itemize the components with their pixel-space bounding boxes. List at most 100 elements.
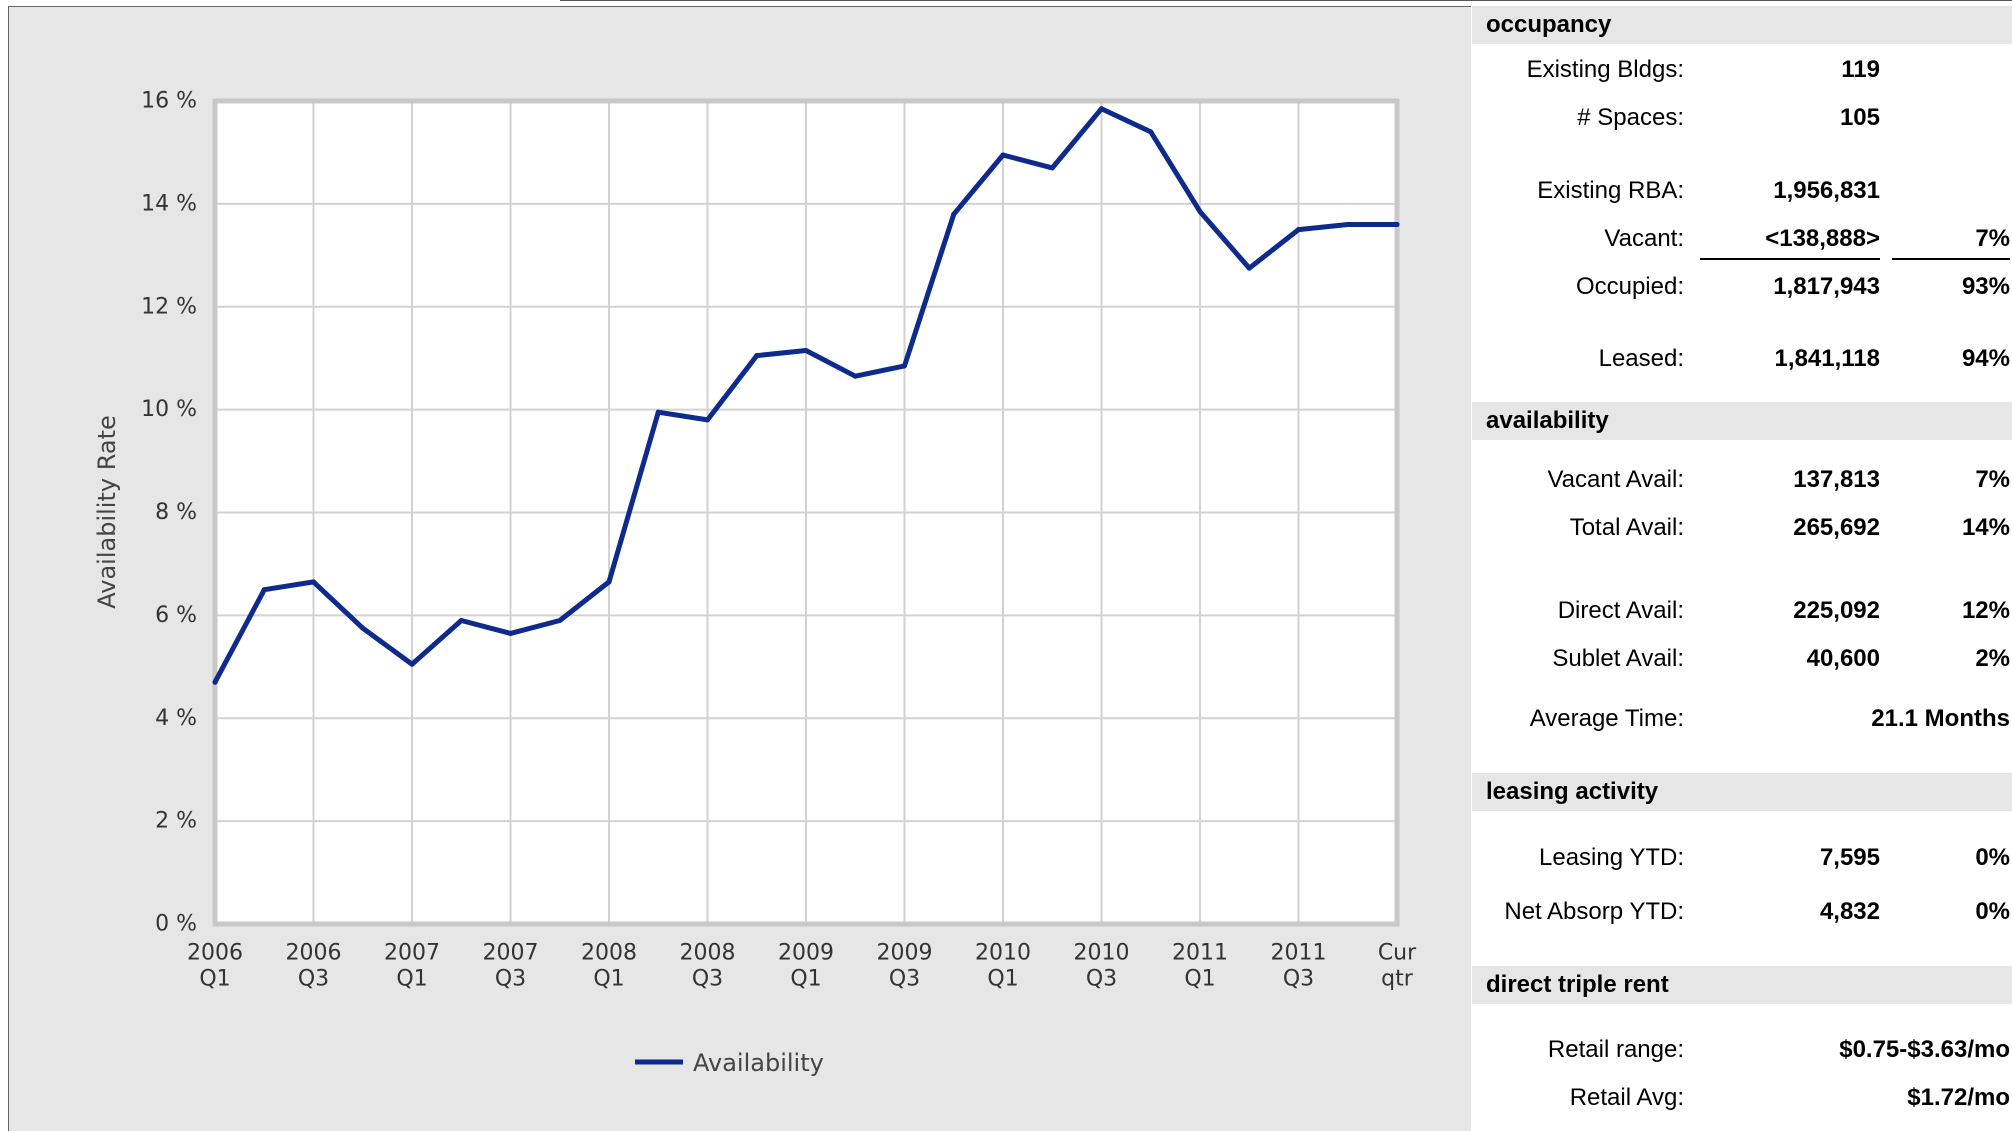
x-tick-label-line1: 2009 [877, 941, 933, 966]
data-point[interactable] [1000, 152, 1006, 158]
legend[interactable]: Availability [635, 1049, 824, 1077]
availability-chart: 0 %2 %4 %6 %8 %10 %12 %14 %16 % 2006Q120… [93, 89, 1417, 1078]
data-point[interactable] [458, 618, 464, 624]
plot-border [212, 98, 1400, 927]
y-tick-label: 12 % [141, 294, 197, 319]
sublet-avail-pct: 2% [1975, 645, 2010, 672]
vacant-label: Vacant: [1604, 225, 1684, 252]
data-point[interactable] [655, 409, 661, 415]
data-point[interactable] [1296, 227, 1301, 233]
x-tick-label-line2: Q3 [1086, 967, 1117, 992]
avg-time-value: 21.1 Months [1871, 705, 2010, 732]
net-absorp-value: 4,832 [1819, 898, 1880, 925]
vacant-underline [1700, 258, 1880, 260]
net-absorp-pct: 0% [1975, 898, 2010, 925]
data-point[interactable] [902, 363, 907, 369]
data-point[interactable] [1049, 165, 1055, 171]
x-tick-label-line1: 2007 [384, 941, 440, 966]
data-point[interactable] [1099, 106, 1104, 112]
data-point[interactable] [852, 373, 858, 379]
data-point[interactable] [311, 579, 316, 585]
leasing-ytd-pct: 0% [1975, 844, 2010, 871]
y-tick-label: 0 % [155, 912, 197, 937]
x-tick-label-line2: Q1 [790, 967, 821, 992]
data-point[interactable] [1345, 221, 1351, 227]
spaces-value: 105 [1839, 104, 1880, 131]
x-tick-label-line2: Q1 [396, 967, 427, 992]
x-tick-label-line1: 2007 [483, 941, 539, 966]
retail-avg-value: $1.72/mo [1907, 1084, 2010, 1111]
data-point[interactable] [1394, 221, 1400, 227]
x-tick-label-line1: 2006 [286, 941, 342, 966]
sublet-avail-value: 40,600 [1806, 645, 1880, 672]
vacant-avail-pct: 7% [1975, 466, 2010, 493]
sublet-avail-label: Sublet Avail: [1552, 645, 1684, 672]
occupancy-header: occupancy [1472, 6, 2012, 44]
x-tick-label-line2: Q3 [495, 967, 526, 992]
x-tick-label-line1: 2009 [778, 941, 834, 966]
y-tick-label: 16 % [141, 89, 197, 114]
data-point[interactable] [951, 211, 957, 217]
data-point[interactable] [508, 630, 513, 636]
leased-value: 1,841,118 [1774, 345, 1880, 372]
spaces-label: # Spaces: [1577, 104, 1684, 131]
leasing-ytd-value: 7,595 [1819, 844, 1880, 871]
chart-panel: 0 % 2 % 4 % 6 % 8 % 10 % 12 % 14 % 16 % 2006 Q1 20… [8, 6, 1471, 1131]
data-point[interactable] [261, 587, 267, 593]
data-point[interactable] [1197, 209, 1203, 215]
data-point[interactable] [754, 353, 760, 359]
total-avail-pct: 14% [1961, 514, 2010, 541]
vacant-avail-value: 137,813 [1793, 466, 1880, 493]
direct-avail-pct: 12% [1961, 597, 2010, 624]
y-tick-label: 2 % [155, 809, 197, 834]
retail-range-value: $0.75-$3.63/mo [1839, 1036, 2010, 1063]
data-point[interactable] [1148, 129, 1154, 135]
existing-bldgs-label: Existing Bldgs: [1526, 56, 1684, 83]
x-tick-label-line1: 2010 [975, 941, 1031, 966]
x-tick-label-line1: 2011 [1271, 941, 1327, 966]
y-axis-label: Availability Rate [93, 415, 121, 608]
x-tick-label-line2: Q1 [199, 967, 230, 992]
retail-avg-label: Retail Avg: [1569, 1084, 1684, 1111]
x-tick-label-line1: 2008 [581, 941, 637, 966]
y-tick-label: 14 % [141, 191, 197, 216]
x-tick-label-line1: 2006 [187, 941, 243, 966]
total-avail-label: Total Avail: [1569, 514, 1684, 541]
x-tick-label-line2: Q3 [298, 967, 329, 992]
data-point[interactable] [803, 347, 809, 353]
x-tick-label-line2: Q1 [1184, 967, 1215, 992]
data-point[interactable] [606, 579, 612, 585]
occupied-label: Occupied: [1575, 273, 1684, 300]
occupied-pct: 93% [1961, 273, 2010, 300]
x-tick-label-line1: 2008 [680, 941, 736, 966]
y-tick-label: 6 % [155, 603, 197, 628]
direct-avail-value: 225,092 [1793, 597, 1880, 624]
x-tick-label-line2: qtr [1381, 967, 1414, 992]
data-point[interactable] [212, 679, 218, 685]
data-point[interactable] [409, 661, 415, 667]
y-tick-label: 10 % [141, 397, 197, 422]
retail-range-label: Retail range: [1547, 1036, 1684, 1063]
existing-rba-value: 1,956,831 [1773, 177, 1880, 204]
data-point[interactable] [705, 417, 710, 423]
x-tick-label-line2: Q3 [1283, 967, 1314, 992]
total-avail-value: 265,692 [1793, 514, 1880, 541]
direct-avail-label: Direct Avail: [1557, 597, 1684, 624]
net-absorp-label: Net Absorp YTD: [1504, 898, 1684, 925]
data-point[interactable] [557, 618, 563, 624]
leased-pct: 94% [1961, 345, 2010, 372]
x-tick-label-line1: Cur [1378, 941, 1417, 966]
series-points [212, 106, 1400, 685]
y-tick-labels: 0 % 2 % 4 % 6 % 8 % 10 % 12 % 14 % 16 % [141, 89, 197, 937]
x-tick-label-line2: Q1 [593, 967, 624, 992]
legend-label: Availability [693, 1049, 824, 1077]
data-point[interactable] [360, 625, 366, 631]
x-tick-label-line1: 2010 [1074, 941, 1130, 966]
x-tick-labels: 2006Q12006Q32007Q12007Q32008Q12008Q32009… [187, 941, 1417, 992]
data-point[interactable] [1246, 265, 1252, 271]
vacant-avail-label: Vacant Avail: [1547, 466, 1684, 493]
y-tick-label: 4 % [155, 706, 197, 731]
vacant-pct-underline [1892, 258, 2010, 260]
occupied-value: 1,817,943 [1773, 273, 1880, 300]
leased-label: Leased: [1598, 345, 1684, 372]
